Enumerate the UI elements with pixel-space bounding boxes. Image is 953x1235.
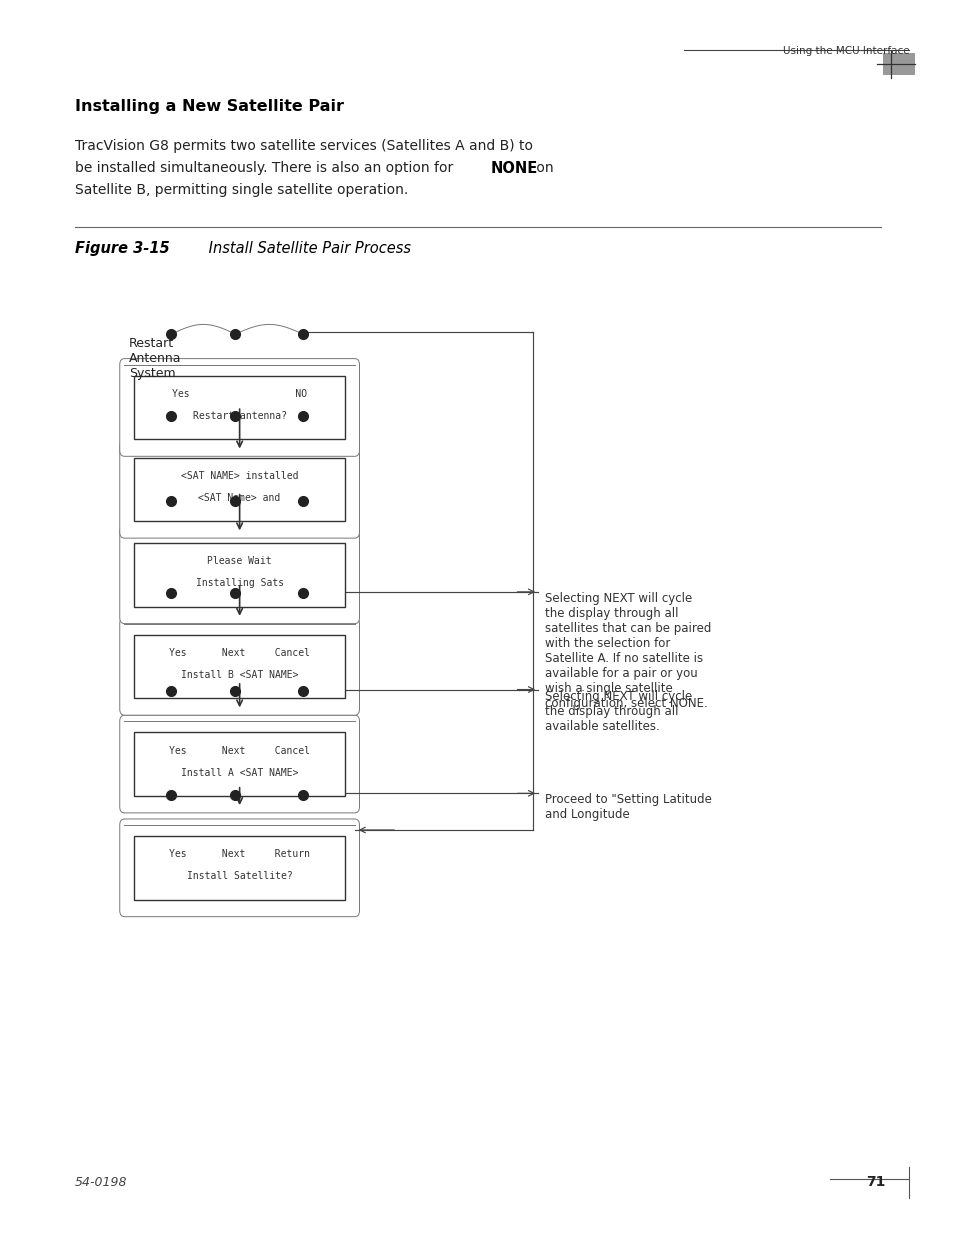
Text: Please Wait: Please Wait (207, 556, 272, 567)
Text: Installing Sats: Installing Sats (195, 578, 283, 588)
Bar (882, 53, 914, 75)
Text: 71: 71 (865, 1174, 885, 1189)
Text: Install A <SAT NAME>: Install A <SAT NAME> (181, 768, 298, 778)
Bar (133, 543, 345, 606)
Text: Installing a New Satellite Pair: Installing a New Satellite Pair (74, 99, 343, 114)
Text: Figure 3-15: Figure 3-15 (74, 241, 169, 257)
Text: Yes      Next     Cancel: Yes Next Cancel (169, 746, 310, 756)
FancyBboxPatch shape (120, 715, 359, 813)
Bar (133, 457, 345, 521)
Text: <SAT NAME> installed: <SAT NAME> installed (181, 471, 298, 480)
Text: Install Satellite Pair Process: Install Satellite Pair Process (204, 241, 411, 257)
Text: Proceed to "Setting Latitude
and Longitude: Proceed to "Setting Latitude and Longitu… (544, 793, 711, 821)
Text: on: on (531, 161, 553, 175)
Text: Install B <SAT NAME>: Install B <SAT NAME> (181, 669, 298, 680)
Bar (133, 836, 345, 899)
Text: <SAT Name> and: <SAT Name> and (198, 493, 280, 503)
Bar (133, 635, 345, 698)
Text: Restart antenna?: Restart antenna? (193, 411, 286, 421)
Bar (133, 375, 345, 440)
Text: Yes      Next     Return: Yes Next Return (169, 850, 310, 860)
Text: Selecting NEXT will cycle
the display through all
available satellites.: Selecting NEXT will cycle the display th… (544, 689, 691, 732)
FancyBboxPatch shape (120, 618, 359, 715)
Text: Install Satellite?: Install Satellite? (187, 872, 293, 882)
Bar (133, 732, 345, 795)
Text: Using the MCU Interface: Using the MCU Interface (782, 46, 908, 56)
FancyBboxPatch shape (120, 819, 359, 916)
FancyBboxPatch shape (120, 441, 359, 538)
FancyBboxPatch shape (120, 358, 359, 456)
Text: be installed simultaneously. There is also an option for: be installed simultaneously. There is al… (74, 161, 456, 175)
Text: TracVision G8 permits two satellite services (Satellites A and B) to: TracVision G8 permits two satellite serv… (74, 138, 532, 153)
Text: Yes      Next     Cancel: Yes Next Cancel (169, 648, 310, 658)
Text: Yes                  NO: Yes NO (172, 389, 307, 399)
Text: Restart
Antenna
System: Restart Antenna System (129, 337, 181, 379)
Text: 54-0198: 54-0198 (74, 1176, 127, 1189)
FancyBboxPatch shape (120, 526, 359, 624)
Text: NONE: NONE (491, 161, 537, 175)
Text: Satellite B, permitting single satellite operation.: Satellite B, permitting single satellite… (74, 183, 408, 196)
Text: Selecting NEXT will cycle
the display through all
satellites that can be paired
: Selecting NEXT will cycle the display th… (544, 592, 710, 710)
